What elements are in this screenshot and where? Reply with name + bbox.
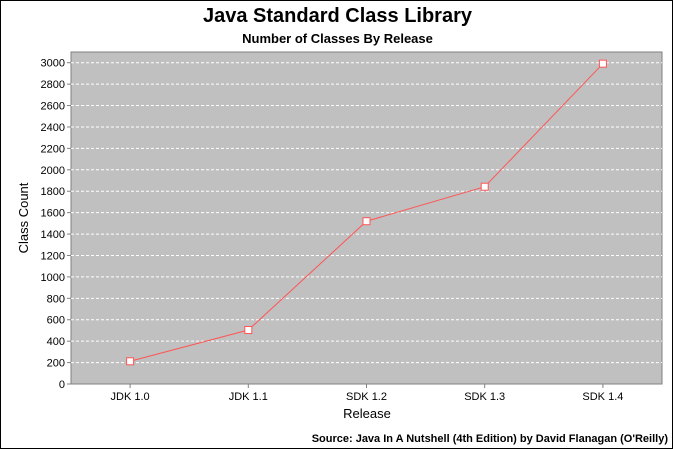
y-tick-label: 1000 (41, 272, 65, 284)
y-tick-label: 600 (47, 315, 65, 327)
x-tick-label: JDK 1.1 (229, 391, 268, 403)
series-markers (126, 59, 607, 366)
x-axis: JDK 1.0 JDK 1.1 SDK 1.2 SDK 1.3 SDK 1.4 (111, 384, 623, 403)
chart-subtitle: Number of Classes By Release (242, 31, 433, 46)
data-point-marker (598, 59, 607, 68)
y-tick-label: 2200 (41, 143, 65, 155)
y-tick-label: 1200 (41, 250, 65, 262)
chart-title: Java Standard Class Library (202, 5, 472, 27)
x-tick-label: SDK 1.3 (464, 391, 505, 403)
y-tick-label: 0 (59, 379, 65, 391)
y-tick-label: 1400 (41, 229, 65, 241)
x-tick-label: SDK 1.2 (346, 391, 387, 403)
y-tick-label: 200 (47, 358, 65, 370)
gridlines (71, 62, 662, 364)
y-tick-label: 3000 (41, 58, 65, 70)
y-tick-label: 2600 (41, 101, 65, 113)
source-note: Source: Java In A Nutshell (4th Edition)… (311, 433, 668, 445)
y-axis-label: Class Count (16, 182, 31, 253)
data-point-marker (244, 326, 253, 335)
x-tick-label: SDK 1.4 (582, 391, 623, 403)
y-tick-label: 1800 (41, 186, 65, 198)
data-point-marker (126, 357, 135, 366)
x-axis-label: Release (343, 406, 391, 421)
y-axis: 0 200 400 600 800 1000 1200 1400 1600 1800 2000 220… (41, 58, 71, 391)
y-tick-label: 800 (47, 293, 65, 305)
y-tick-label: 2000 (41, 165, 65, 177)
y-tick-label: 400 (47, 336, 65, 348)
x-tick-label: JDK 1.0 (111, 391, 150, 403)
y-tick-label: 1600 (41, 208, 65, 220)
data-point-marker (362, 217, 371, 226)
y-tick-label: 2400 (41, 122, 65, 134)
y-tick-label: 2800 (41, 79, 65, 91)
data-point-marker (480, 182, 489, 191)
